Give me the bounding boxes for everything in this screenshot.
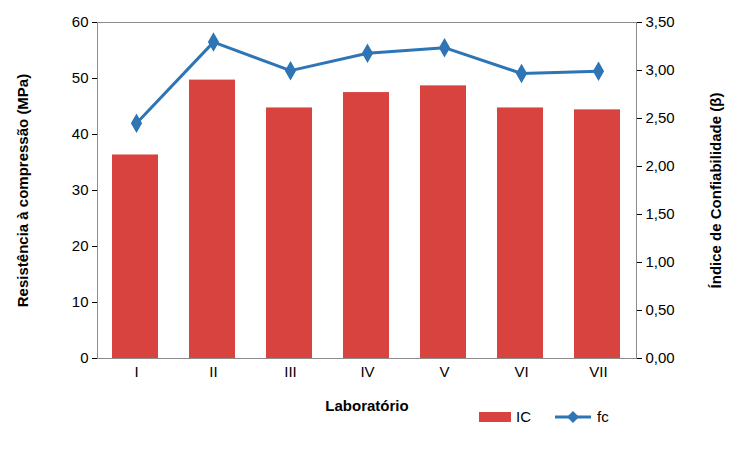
svg-text:Resistência à compressão (MPa): Resistência à compressão (MPa) [14,74,31,307]
svg-text:20: 20 [72,237,89,254]
svg-text:50: 50 [72,69,89,86]
svg-text:1,50: 1,50 [646,205,675,222]
svg-text:III: III [284,363,297,380]
svg-text:I: I [134,363,138,380]
svg-text:V: V [439,363,449,380]
svg-text:0,00: 0,00 [646,349,675,366]
html-text:IC: IC [516,408,531,425]
svg-text:IV: IV [360,363,374,380]
svg-text:3,50: 3,50 [646,13,675,30]
svg-text:60: 60 [72,13,89,30]
svg-text:Laboratório: Laboratório [325,397,408,414]
svg-text:2,50: 2,50 [646,109,675,126]
svg-text:2,00: 2,00 [646,157,675,174]
html-text:fc: fc [597,408,609,425]
svg-text:0: 0 [80,349,88,366]
svg-text:30: 30 [72,181,89,198]
svg-text:II: II [209,363,217,380]
svg-text:10: 10 [72,293,89,310]
svg-text:40: 40 [72,125,89,142]
svg-text:VI: VI [514,363,528,380]
svg-text:3,00: 3,00 [646,61,675,78]
svg-text:1,00: 1,00 [646,253,675,270]
svg-text:0,50: 0,50 [646,301,675,318]
svg-text:VII: VII [589,363,607,380]
svg-text:Índice de Confiabilidade (β): Índice de Confiabilidade (β) [707,93,724,289]
